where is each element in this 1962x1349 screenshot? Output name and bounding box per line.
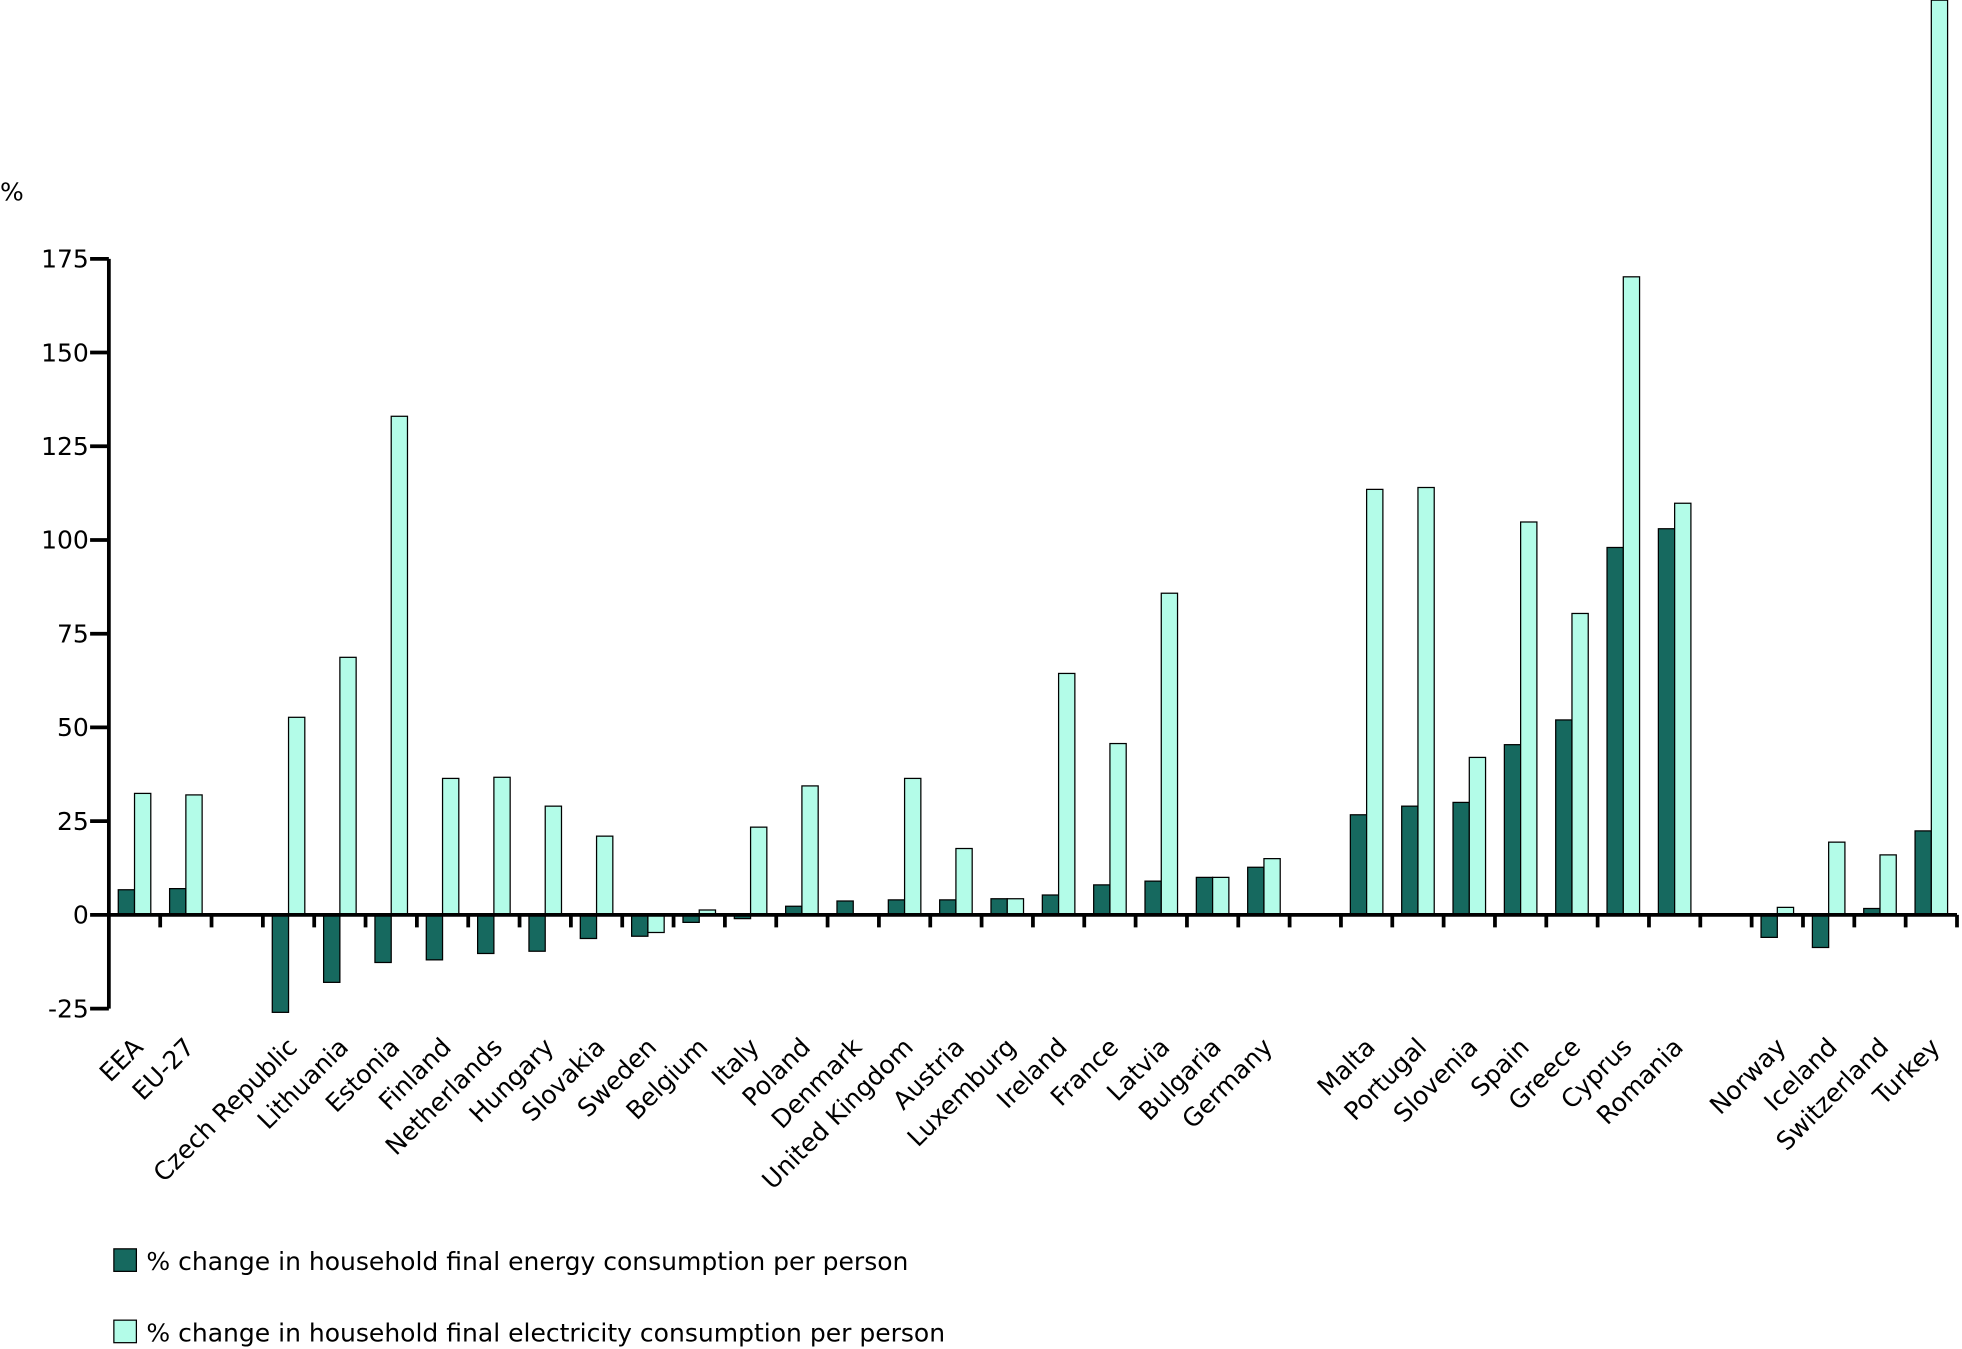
bar xyxy=(631,914,649,937)
bar xyxy=(322,914,341,983)
bar xyxy=(1571,612,1589,916)
bar xyxy=(749,826,768,916)
y-tick-label: 0 xyxy=(73,901,89,930)
bar xyxy=(1674,502,1692,916)
bar xyxy=(390,415,409,916)
bar xyxy=(117,889,136,916)
y-tick-label: 150 xyxy=(41,338,89,367)
y-axis-label: % xyxy=(0,177,24,206)
y-tick-label: 25 xyxy=(57,807,89,836)
bar xyxy=(1247,866,1265,916)
bar xyxy=(1006,898,1025,916)
bar xyxy=(441,777,460,916)
bar xyxy=(271,914,290,1013)
bar xyxy=(374,914,392,964)
bar xyxy=(1930,0,1949,916)
y-tick-label: 50 xyxy=(57,713,89,742)
bar xyxy=(1109,742,1127,916)
legend-swatch xyxy=(113,1248,138,1272)
bar xyxy=(1144,880,1162,916)
bar xyxy=(1520,521,1538,916)
bar xyxy=(1811,914,1830,949)
bar xyxy=(1057,672,1076,916)
bar xyxy=(1365,488,1384,916)
bar xyxy=(1606,546,1624,916)
bar xyxy=(1914,830,1932,916)
bar xyxy=(425,914,444,961)
bar xyxy=(1828,841,1846,916)
bar xyxy=(955,847,973,916)
bar xyxy=(647,914,665,934)
bar xyxy=(1503,744,1522,916)
bar xyxy=(1452,801,1470,916)
y-tick-label: 175 xyxy=(41,245,89,274)
bar xyxy=(579,914,598,940)
bar xyxy=(185,794,203,916)
legend-label: % change in household final energy consu… xyxy=(146,1247,908,1276)
bar xyxy=(133,792,152,916)
bar xyxy=(1401,805,1419,916)
bar xyxy=(801,785,819,916)
bar xyxy=(1349,814,1368,916)
bar xyxy=(903,777,922,916)
bar xyxy=(1555,719,1573,916)
bar xyxy=(1468,756,1487,916)
bar xyxy=(1879,854,1897,916)
bar xyxy=(544,805,563,916)
bar xyxy=(887,899,906,916)
legend-swatch xyxy=(113,1319,138,1344)
bar xyxy=(168,888,187,916)
bar xyxy=(493,776,511,916)
bar xyxy=(595,835,614,916)
bar xyxy=(939,899,957,916)
y-tick-label: 100 xyxy=(41,526,89,555)
bar xyxy=(1195,876,1214,916)
y-tick-label: 125 xyxy=(41,432,89,461)
bar xyxy=(476,914,495,955)
bar xyxy=(339,656,357,916)
bar xyxy=(1760,914,1778,938)
bar xyxy=(1093,884,1111,916)
bar xyxy=(1160,592,1179,916)
bar xyxy=(990,898,1008,916)
bar xyxy=(1263,858,1281,916)
y-tick-label: 75 xyxy=(57,619,89,648)
bar xyxy=(287,716,306,916)
bar xyxy=(836,900,854,916)
bar xyxy=(1417,486,1435,916)
bar xyxy=(1657,528,1676,916)
bar xyxy=(1211,876,1230,916)
y-tick-label: -25 xyxy=(48,994,89,1023)
legend-label: % change in household final electricity … xyxy=(146,1318,945,1347)
bar xyxy=(1041,894,1060,916)
bar xyxy=(528,914,546,952)
bar xyxy=(1622,276,1641,916)
